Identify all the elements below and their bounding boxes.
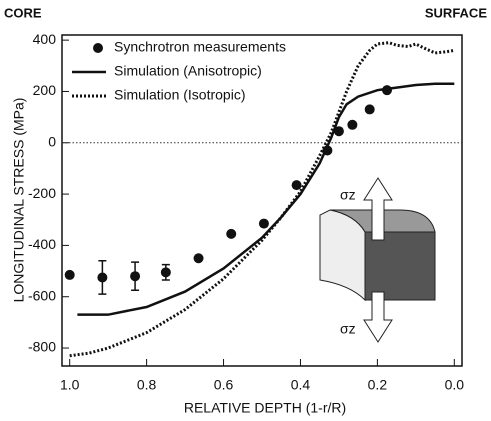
- data-point: [97, 272, 108, 283]
- x-tick-label: 0.8: [137, 377, 157, 393]
- x-tick-label: 0.6: [214, 377, 234, 393]
- x-tick-label: 1.0: [60, 377, 80, 393]
- series-line: [77, 82, 455, 316]
- annotation: σz: [340, 321, 356, 337]
- x-tick-label: 0.0: [445, 377, 465, 393]
- y-tick-label: 200: [33, 82, 57, 98]
- data-point: [291, 180, 302, 191]
- legend-label: Synchrotron measurements: [114, 39, 286, 55]
- y-tick-label: 0: [48, 133, 56, 149]
- legend-label: Simulation (Isotropic): [114, 87, 246, 103]
- corner-label: CORE: [4, 5, 42, 20]
- data-point: [64, 269, 75, 280]
- y-tick-label: -600: [28, 287, 56, 303]
- plot-frame: [61, 34, 463, 367]
- x-tick-label: 0.2: [368, 377, 388, 393]
- x-axis-label: RELATIVE DEPTH (1-r/R): [184, 400, 346, 416]
- block-illustration: [319, 177, 436, 343]
- y-tick-label: 400: [33, 31, 57, 47]
- y-axis-label: LONGITUDINAL STRESS (MPa): [11, 98, 27, 303]
- legend-label: Simulation (Anisotropic): [114, 63, 262, 79]
- data-point: [333, 126, 344, 137]
- data-point: [364, 104, 375, 115]
- annotation: σz: [340, 187, 356, 203]
- y-tick-label: -400: [28, 236, 56, 252]
- x-tick-label: 0.4: [291, 377, 311, 393]
- data-point: [258, 218, 269, 229]
- data-point: [130, 271, 141, 282]
- data-point: [160, 267, 171, 278]
- legend-marker: [93, 43, 103, 53]
- data-point: [226, 228, 237, 239]
- corner-label: SURFACE: [425, 5, 487, 20]
- y-tick-label: -200: [28, 185, 56, 201]
- data-point: [347, 119, 358, 130]
- y-tick-label: -800: [28, 339, 56, 355]
- data-point: [193, 253, 204, 264]
- series-line: [69, 41, 455, 358]
